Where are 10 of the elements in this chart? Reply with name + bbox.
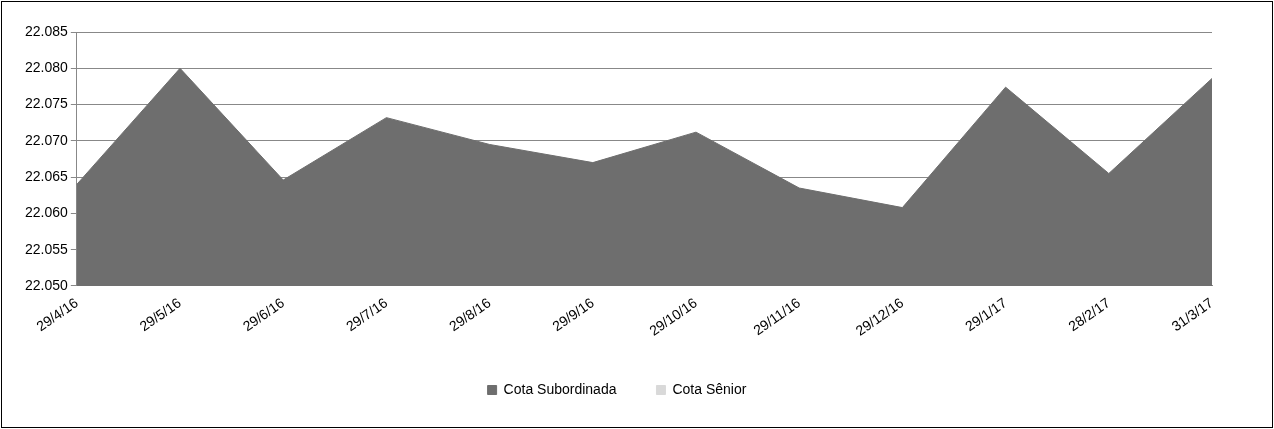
y-tick-label: 22.065	[24, 167, 69, 184]
y-tick-label: 22.060	[24, 204, 69, 221]
y-tick-label: 22.055	[24, 240, 69, 257]
y-tick-label: 22.080	[24, 59, 69, 76]
y-tick-label: 22.070	[24, 131, 69, 148]
y-tick-label: 22.050	[24, 276, 69, 293]
legend-label: Cota Sênior	[672, 380, 747, 397]
y-tick-label: 22.085	[24, 22, 69, 39]
legend-label: Cota Subordinada	[503, 380, 617, 397]
y-tick-label: 22.075	[24, 95, 69, 112]
